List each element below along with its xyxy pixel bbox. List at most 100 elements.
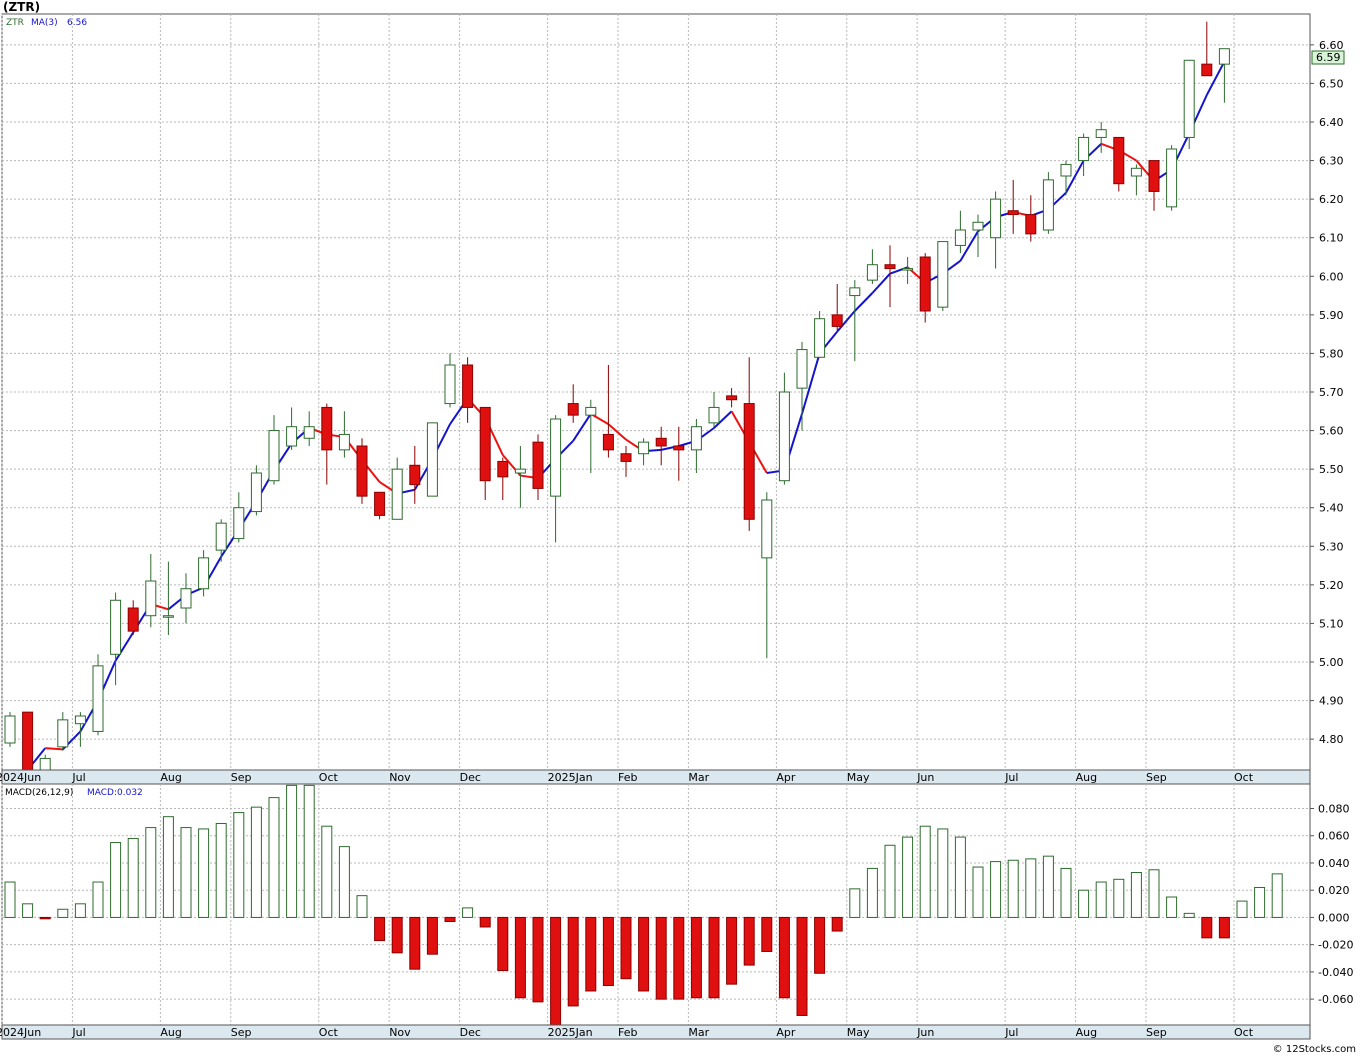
price-y-tick-label: 5.60 — [1319, 425, 1344, 438]
candle — [1060, 160, 1072, 196]
candle-body-down — [602, 433, 614, 451]
candle-body-up — [268, 430, 280, 482]
candle-body-up — [585, 406, 597, 416]
macd-x-tick-label: May — [847, 1026, 870, 1039]
macd-x-tick-label: Aug — [1076, 1026, 1097, 1039]
candle-body-up — [233, 507, 245, 540]
macd-bar-positive — [215, 822, 227, 918]
macd-x-tick-label: Nov — [389, 1026, 411, 1039]
candle-body-up — [426, 422, 438, 497]
candle — [198, 550, 210, 597]
macd-bar-positive — [57, 908, 69, 918]
macd-bar-positive — [954, 836, 966, 918]
candle — [444, 353, 456, 408]
candle — [233, 492, 245, 543]
candle-body-down — [479, 406, 491, 482]
macd-bar-negative — [585, 916, 597, 992]
price-y-tick-label: 6.60 — [1319, 39, 1344, 52]
macd-bar-negative — [796, 916, 808, 1016]
candle-body-down — [356, 445, 368, 497]
candle-body-down — [374, 491, 386, 516]
candle — [690, 419, 702, 473]
candle-body-up — [796, 349, 808, 389]
candle-body-up — [1218, 48, 1230, 65]
macd-bar-positive — [937, 828, 949, 918]
candle — [814, 311, 826, 358]
candle-body-up — [690, 426, 702, 451]
candle-body-up — [303, 426, 315, 439]
macd-bar-positive — [1236, 900, 1248, 918]
macd-bar-positive — [1060, 867, 1072, 918]
ma3-segment — [854, 292, 874, 312]
price-y-tick-label: 6.10 — [1319, 232, 1344, 245]
candle-body-down — [532, 441, 544, 489]
candle — [74, 712, 86, 747]
candle — [602, 365, 614, 458]
candle-body-down — [497, 460, 509, 478]
candle-body-up — [972, 221, 984, 231]
candle — [866, 249, 878, 284]
price-y-tick-label: 6.20 — [1319, 193, 1344, 206]
candle — [673, 426, 685, 481]
candle-body-down — [409, 464, 421, 486]
macd-bar-negative — [497, 916, 509, 972]
macd-bar-negative — [673, 916, 685, 1000]
macd-bar-positive — [1007, 859, 1019, 918]
candle — [1095, 122, 1107, 153]
macd-x-tick-label: 2025Jan — [548, 1026, 593, 1039]
candle-body-up — [444, 364, 456, 405]
price-x-tick-label: Feb — [618, 771, 637, 784]
macd-x-tick-label: Jul — [1004, 1026, 1018, 1039]
candle — [4, 712, 16, 747]
macd-bar-negative — [690, 916, 702, 999]
macd-x-tick-label: Mar — [688, 1026, 709, 1039]
candlesticks — [4, 21, 1230, 774]
candle — [1130, 164, 1142, 196]
candle — [655, 426, 667, 466]
candle — [145, 554, 157, 628]
macd-bar-positive — [1095, 881, 1107, 918]
ma3-segment — [801, 353, 821, 415]
candle — [409, 446, 421, 504]
macd-bar-negative — [391, 916, 403, 954]
price-y-tick-label: 6.50 — [1319, 77, 1344, 90]
candle — [92, 654, 104, 736]
candle-body-up — [937, 241, 949, 308]
price-x-tick-label: Oct — [319, 771, 339, 784]
candle-body-down — [673, 445, 685, 451]
macd-x-tick-label: Jul — [71, 1026, 85, 1039]
macd-y-tick-label: 0.060 — [1318, 830, 1350, 843]
candle — [180, 573, 192, 624]
price-y-tick-label: 5.10 — [1319, 617, 1344, 630]
macd-bar-negative — [638, 916, 650, 992]
macd-bar-positive — [884, 844, 896, 918]
macd-bar-negative — [602, 916, 614, 987]
candle — [1007, 179, 1019, 234]
candle — [954, 210, 966, 254]
candle — [902, 257, 914, 284]
macd-bar-negative — [567, 916, 579, 1007]
macd-bar-positive — [1130, 872, 1142, 918]
candle-body-up — [110, 599, 122, 655]
macd-x-axis-band — [1, 1024, 1311, 1040]
macd-y-axis: -0.060 -0.040 -0.020 0.000 0.020 0.040 0.060 0.… — [1310, 803, 1353, 1006]
macd-y-tick-label: -0.060 — [1318, 993, 1353, 1006]
ma3-segment — [572, 413, 592, 442]
candle — [937, 241, 949, 311]
candle-body-up — [638, 441, 650, 455]
candle — [1025, 195, 1037, 242]
candle-body-up — [162, 615, 174, 618]
candle-body-up — [391, 468, 403, 520]
candle-body-up — [250, 472, 262, 513]
candle — [110, 592, 122, 686]
candle-body-down — [1025, 214, 1037, 235]
macd-bar-negative — [39, 916, 51, 920]
candle — [585, 399, 597, 473]
price-x-tick-label: Sep — [1146, 771, 1167, 784]
macd-bar-positive — [4, 881, 16, 918]
candle-body-down — [127, 607, 139, 632]
candle — [479, 406, 491, 500]
macd-bar-positive — [233, 812, 245, 918]
candle — [215, 519, 227, 562]
